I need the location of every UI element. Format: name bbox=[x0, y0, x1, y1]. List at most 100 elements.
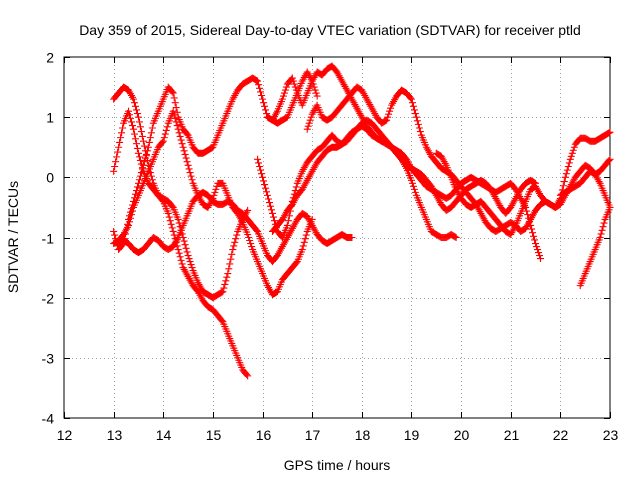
series-sat-e bbox=[115, 188, 356, 266]
data-point bbox=[168, 88, 176, 96]
data-point bbox=[135, 118, 143, 126]
data-point bbox=[131, 190, 139, 198]
data-point bbox=[409, 102, 417, 110]
data-point bbox=[177, 256, 185, 264]
data-point bbox=[567, 152, 575, 160]
data-point bbox=[162, 126, 170, 134]
data-point bbox=[182, 154, 190, 162]
data-point bbox=[605, 156, 613, 164]
data-point bbox=[534, 246, 542, 254]
data-point bbox=[415, 124, 423, 132]
data-point bbox=[170, 94, 178, 102]
y-axis-label: SDTVAR / TECUs bbox=[5, 181, 21, 293]
data-point bbox=[184, 161, 192, 169]
data-point bbox=[255, 159, 263, 167]
data-point bbox=[302, 231, 310, 239]
data-point bbox=[290, 80, 298, 88]
data-point bbox=[115, 143, 123, 151]
x-tick-label: 13 bbox=[107, 427, 123, 443]
data-point bbox=[136, 123, 144, 131]
data-point bbox=[255, 81, 263, 89]
data-point bbox=[169, 107, 177, 115]
data-point bbox=[137, 128, 145, 136]
data-point bbox=[126, 218, 134, 226]
data-point bbox=[244, 230, 252, 238]
data-point bbox=[135, 176, 143, 184]
data-point bbox=[181, 150, 189, 158]
data-point bbox=[160, 134, 168, 142]
data-point bbox=[265, 199, 273, 207]
data-point bbox=[291, 83, 299, 91]
data-point bbox=[226, 260, 234, 268]
data-point bbox=[126, 111, 134, 119]
data-point bbox=[248, 243, 256, 251]
data-point bbox=[561, 173, 569, 181]
data-point bbox=[176, 132, 184, 140]
data-point bbox=[266, 202, 274, 210]
data-point bbox=[529, 229, 537, 237]
data-point bbox=[231, 238, 239, 246]
data-point bbox=[312, 89, 320, 97]
y-tick-label: -2 bbox=[42, 291, 55, 307]
data-point bbox=[211, 188, 219, 196]
data-point bbox=[257, 88, 265, 96]
data-point bbox=[179, 143, 187, 151]
data-point bbox=[265, 195, 273, 203]
data-point bbox=[565, 159, 573, 167]
data-point bbox=[253, 226, 261, 234]
data-point bbox=[262, 106, 270, 114]
data-point bbox=[174, 125, 182, 133]
data-point bbox=[137, 169, 145, 177]
data-point bbox=[298, 246, 306, 254]
data-point bbox=[138, 165, 146, 173]
data-point bbox=[140, 158, 148, 166]
data-point bbox=[256, 84, 264, 92]
data-point bbox=[407, 95, 415, 103]
data-point bbox=[219, 288, 227, 296]
data-point bbox=[138, 132, 146, 140]
data-point bbox=[186, 258, 194, 266]
data-point bbox=[299, 242, 307, 250]
data-point bbox=[127, 214, 135, 222]
data-point bbox=[260, 99, 268, 107]
x-tick-label: 12 bbox=[57, 427, 73, 443]
data-point bbox=[524, 211, 532, 219]
data-point bbox=[254, 155, 262, 163]
data-point bbox=[187, 261, 195, 269]
data-point bbox=[173, 122, 181, 130]
data-point bbox=[406, 94, 414, 102]
data-point bbox=[183, 130, 191, 138]
data-point bbox=[387, 104, 395, 112]
data-point bbox=[130, 130, 138, 138]
data-point bbox=[268, 209, 276, 217]
data-point bbox=[139, 161, 147, 169]
data-point bbox=[185, 255, 193, 263]
data-point bbox=[186, 169, 194, 177]
data-point bbox=[261, 102, 269, 110]
data-point bbox=[136, 156, 144, 164]
data-point bbox=[146, 134, 154, 142]
data-point bbox=[385, 110, 393, 118]
data-point bbox=[114, 148, 122, 156]
series-sat-h bbox=[264, 62, 545, 263]
data-point bbox=[384, 113, 392, 121]
data-point bbox=[284, 217, 292, 225]
data-point bbox=[267, 206, 275, 214]
data-point bbox=[261, 181, 269, 189]
data-point bbox=[414, 120, 422, 128]
data-point bbox=[178, 260, 186, 268]
data-point bbox=[563, 166, 571, 174]
data-point bbox=[212, 185, 220, 193]
data-point bbox=[220, 284, 228, 292]
data-point bbox=[128, 211, 136, 219]
data-point bbox=[278, 95, 286, 103]
data-point bbox=[222, 277, 230, 285]
data-point bbox=[165, 213, 173, 221]
chart-title: Day 359 of 2015, Sidereal Day-to-day VTE… bbox=[79, 22, 581, 38]
data-point bbox=[292, 259, 300, 267]
data-point bbox=[129, 125, 137, 133]
data-point bbox=[130, 99, 138, 107]
data-point bbox=[131, 135, 139, 143]
data-point bbox=[244, 206, 252, 214]
